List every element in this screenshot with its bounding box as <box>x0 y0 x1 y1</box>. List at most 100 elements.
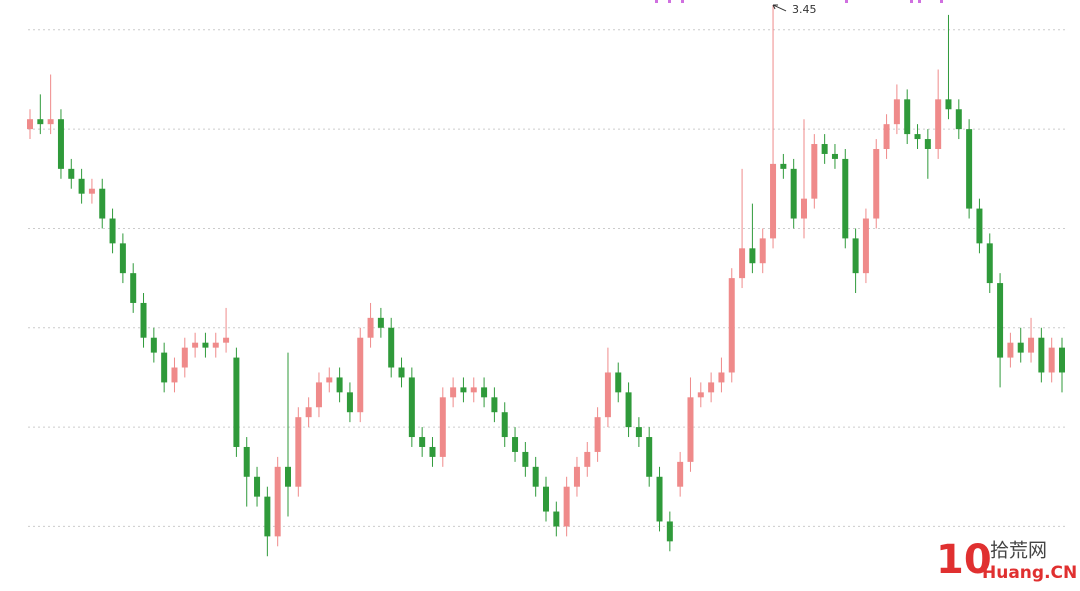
candle-body <box>99 188 106 219</box>
candle-body <box>904 99 911 135</box>
candle-body <box>697 392 704 398</box>
watermark-name: 拾荒网 <box>990 540 1047 562</box>
candle-body <box>883 124 890 149</box>
candle-body <box>718 372 725 383</box>
candle-body <box>68 168 75 179</box>
candle-body <box>481 387 488 398</box>
candle-body <box>37 119 44 125</box>
candle-body <box>470 387 477 393</box>
candle-body <box>625 392 632 428</box>
candle-body <box>150 337 157 353</box>
candle-body <box>666 521 673 542</box>
candle-body <box>532 466 539 487</box>
candle-body <box>398 367 405 378</box>
candle-body <box>563 486 570 527</box>
candle-body <box>171 367 178 383</box>
candle-body <box>305 407 312 418</box>
candle-body <box>181 347 188 368</box>
candle-body <box>801 198 807 219</box>
candle-body <box>47 119 54 125</box>
candle-body <box>770 163 777 239</box>
candle-body <box>388 327 395 368</box>
candle-body <box>357 337 364 413</box>
candle-body <box>749 248 756 264</box>
high-label: 3.45 <box>792 3 817 16</box>
candle-body <box>997 283 1004 358</box>
candle-body <box>285 466 291 487</box>
candle-body <box>346 392 353 413</box>
candle-body <box>1059 347 1065 373</box>
candle-body <box>739 248 746 279</box>
candle-body <box>759 238 766 264</box>
candle-body <box>367 317 374 338</box>
candle-body <box>986 243 993 284</box>
candle-body <box>1048 347 1055 373</box>
candle-body <box>831 153 838 159</box>
candle-body <box>573 466 580 487</box>
candle-body <box>914 134 921 140</box>
candle-body <box>852 238 859 274</box>
candle-body <box>419 437 426 447</box>
candle-body <box>543 486 549 512</box>
candle-body <box>553 511 560 527</box>
candle-body <box>439 397 446 457</box>
candle-body <box>873 148 880 219</box>
candle-body <box>976 208 983 244</box>
candle-body <box>78 178 85 194</box>
candle-body <box>212 342 219 348</box>
candle-body <box>512 437 519 452</box>
candle-body <box>955 109 962 130</box>
candle-body <box>109 218 116 244</box>
candle-body <box>935 99 942 149</box>
candle-body <box>635 427 642 438</box>
watermark: 10 拾荒网 Huang.CN <box>936 537 1077 583</box>
candle-body <box>88 188 95 194</box>
candle-body <box>1017 342 1024 353</box>
candle-body <box>862 218 869 274</box>
candle-body <box>377 317 384 328</box>
candle-body <box>677 461 684 487</box>
candle-body <box>501 412 508 438</box>
candle-body <box>336 377 343 393</box>
candle-body <box>326 377 333 383</box>
candle-body <box>460 387 467 393</box>
candle-body <box>429 446 436 457</box>
candle-body <box>274 466 281 537</box>
candle-body <box>522 451 529 467</box>
candle-body <box>945 99 952 110</box>
candle-body <box>119 243 126 274</box>
candle-body <box>233 357 240 447</box>
candle-body <box>790 168 797 219</box>
candle-body <box>924 139 931 149</box>
candle-body <box>604 372 611 418</box>
candle-body <box>130 273 137 303</box>
candle-body <box>646 437 653 477</box>
candle-body <box>202 342 209 348</box>
candle-body <box>594 417 601 452</box>
candle-body <box>295 417 302 487</box>
candle-body <box>842 158 849 239</box>
candle-body <box>1038 337 1045 373</box>
watermark-mark: 10 <box>936 537 992 583</box>
candle-body <box>223 337 230 343</box>
candle-body <box>491 397 498 413</box>
candle-body <box>821 144 828 154</box>
candle-body <box>140 302 147 338</box>
candle-body <box>966 129 973 209</box>
candle-body <box>811 144 818 199</box>
candle-body <box>315 382 322 408</box>
candle-body <box>254 476 261 497</box>
candle-body <box>728 278 735 373</box>
candle-body <box>192 342 199 348</box>
candle-body <box>243 446 250 477</box>
candle-body <box>615 372 622 393</box>
candle-body <box>687 397 694 462</box>
candle-body <box>408 377 415 438</box>
candle-body <box>584 451 591 467</box>
candle-body <box>450 387 457 398</box>
candle-body <box>57 119 64 169</box>
candle-body <box>656 476 663 522</box>
high-arrow <box>772 4 787 12</box>
candle-body <box>161 352 168 383</box>
